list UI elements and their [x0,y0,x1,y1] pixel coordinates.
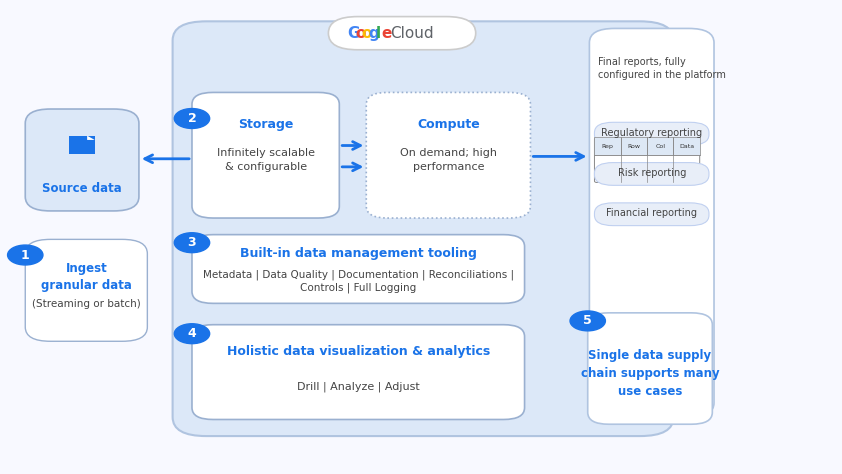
Text: Metadata | Data Quality | Documentation | Reconciliations |
Controls | Full Logg: Metadata | Data Quality | Documentation … [203,269,514,293]
Text: Risk reporting: Risk reporting [617,168,686,178]
Circle shape [174,109,210,128]
Text: Col: Col [655,144,665,148]
Text: Ingest: Ingest [66,263,107,275]
FancyBboxPatch shape [589,28,714,417]
Text: Compute: Compute [417,118,480,131]
Text: o: o [362,26,372,41]
FancyBboxPatch shape [192,92,339,218]
Text: Final reports, fully
configured in the platform: Final reports, fully configured in the p… [598,57,726,80]
Text: e: e [381,26,392,41]
FancyBboxPatch shape [588,313,712,424]
Text: Drill | Analyze | Adjust: Drill | Analyze | Adjust [297,381,419,392]
Text: 1: 1 [21,248,29,262]
FancyBboxPatch shape [594,137,621,155]
FancyBboxPatch shape [594,137,700,182]
FancyBboxPatch shape [647,137,674,155]
Text: granular data: granular data [41,279,131,292]
FancyBboxPatch shape [621,137,647,155]
FancyBboxPatch shape [674,137,700,155]
Text: o: o [355,26,365,41]
Text: Storage: Storage [238,118,293,131]
Text: 4: 4 [188,327,196,340]
Circle shape [174,233,210,253]
FancyBboxPatch shape [192,325,525,419]
Text: Source data: Source data [42,182,122,195]
Text: 3: 3 [188,236,196,249]
FancyBboxPatch shape [173,21,674,436]
Polygon shape [88,136,95,140]
FancyBboxPatch shape [69,136,95,154]
Text: Rep: Rep [602,144,614,148]
Text: Holistic data visualization & analytics: Holistic data visualization & analytics [226,345,490,358]
Text: Built-in data management tooling: Built-in data management tooling [240,247,477,260]
Circle shape [570,311,605,331]
Text: Single data supply
chain supports many
use cases: Single data supply chain supports many u… [581,349,719,398]
FancyBboxPatch shape [328,17,476,50]
Circle shape [8,245,43,265]
FancyBboxPatch shape [192,235,525,303]
Text: G: G [347,26,360,41]
FancyBboxPatch shape [594,203,709,226]
FancyBboxPatch shape [25,109,139,211]
FancyBboxPatch shape [366,92,530,218]
Text: Row: Row [627,144,641,148]
Text: On demand; high
performance: On demand; high performance [400,148,497,172]
Text: Infinitely scalable
& configurable: Infinitely scalable & configurable [216,148,315,172]
Text: g: g [369,26,380,41]
Text: 5: 5 [584,314,592,328]
FancyBboxPatch shape [594,163,709,185]
Text: (Streaming or batch): (Streaming or batch) [32,299,141,309]
Text: Cloud: Cloud [390,26,434,41]
Text: 2: 2 [188,112,196,125]
Text: Regulatory reporting: Regulatory reporting [601,128,702,138]
FancyBboxPatch shape [594,122,709,145]
Circle shape [174,324,210,344]
Text: l: l [376,26,381,41]
Text: Data: Data [679,144,694,148]
Text: Financial reporting: Financial reporting [606,208,697,219]
FancyBboxPatch shape [25,239,147,341]
